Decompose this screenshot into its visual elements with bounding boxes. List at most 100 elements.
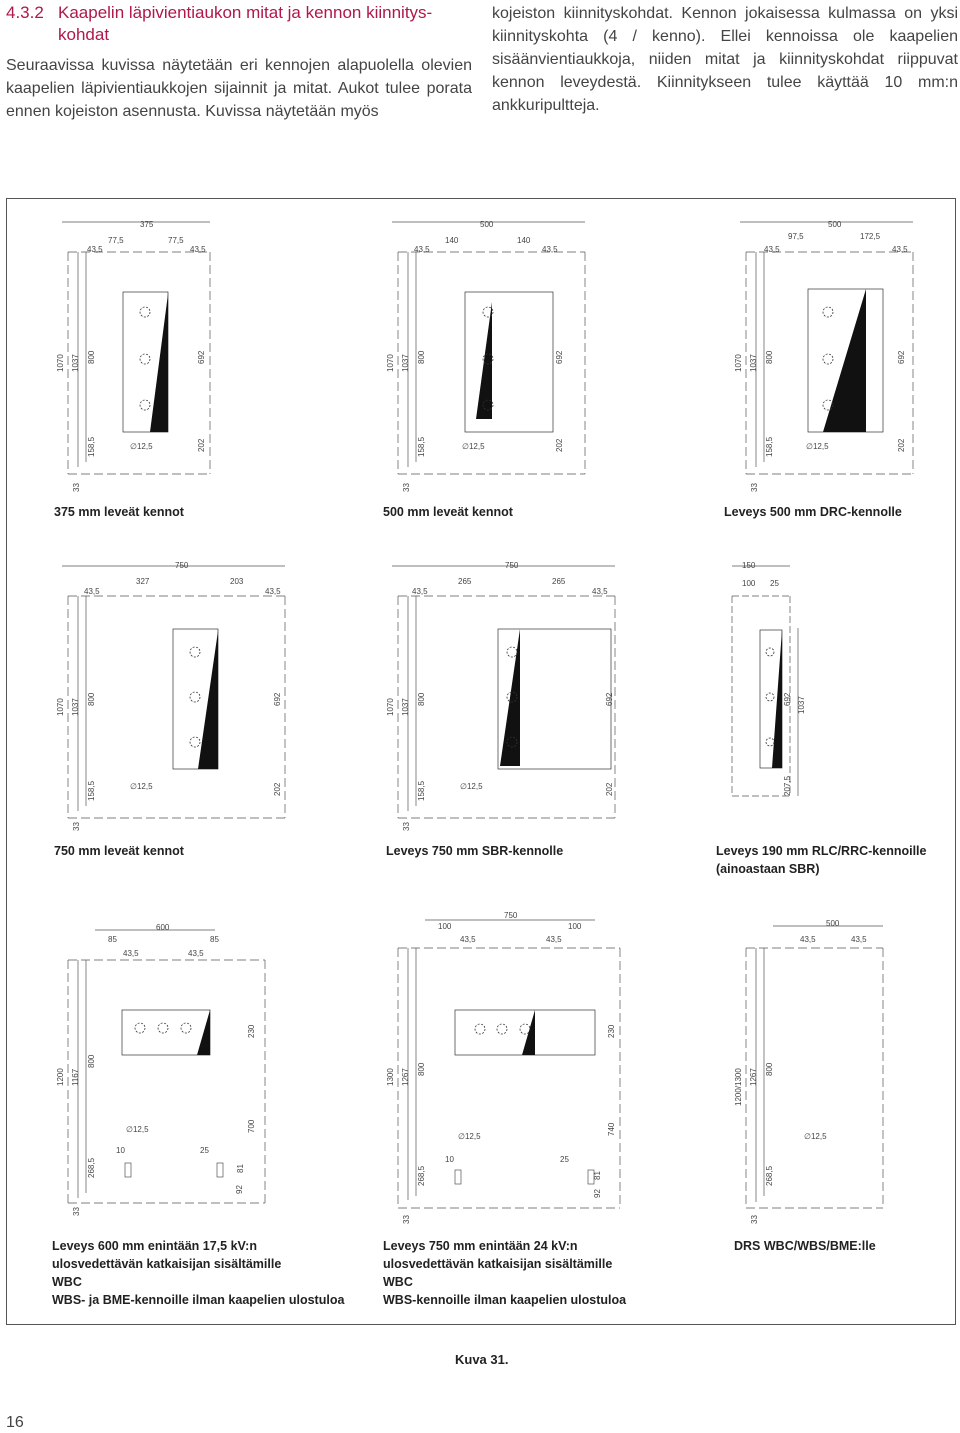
dim-265-b: 265	[552, 577, 566, 586]
dim-width-750: 750	[505, 561, 519, 570]
dim-202: 202	[273, 782, 282, 796]
dim-692: 692	[783, 692, 792, 706]
dim-width-500: 500	[826, 919, 840, 928]
dim-158-5: 158,5	[417, 436, 426, 457]
dim-25: 25	[770, 579, 779, 588]
dim-1267: 1267	[749, 1068, 758, 1086]
figure-label: Kuva 31.	[455, 1352, 509, 1367]
dim-43-5-a: 43,5	[764, 245, 780, 254]
dim-692: 692	[605, 692, 614, 706]
hole-label: ∅12,5	[458, 1132, 481, 1141]
dim-100: 100	[742, 579, 756, 588]
dim-width-500: 500	[480, 220, 494, 229]
dim-43-5-a: 43,5	[123, 949, 139, 958]
figure-frame	[6, 198, 956, 1325]
dim-1037: 1037	[71, 354, 80, 372]
dim-158-5: 158,5	[87, 436, 96, 457]
dim-203: 203	[230, 577, 244, 586]
caption-750: 750 mm leveät kennot	[54, 844, 184, 858]
dim-800: 800	[87, 1054, 96, 1068]
drawing-750-sbr-svg: 750 265 265 43,5 43,5 1070 1037 800 692 …	[386, 561, 616, 831]
dim-1037: 1037	[797, 696, 806, 714]
section-heading: 4.3.2 Kaapelin läpivientiaukon mitat ja …	[6, 2, 472, 46]
dim-692: 692	[897, 350, 906, 364]
dim-1037: 1037	[71, 698, 80, 716]
section-title: Kaapelin läpivientiaukon mitat ja kennon…	[58, 3, 433, 44]
dim-800: 800	[417, 692, 426, 706]
dim-692: 692	[555, 350, 564, 364]
left-column: 4.3.2 Kaapelin läpivientiaukon mitat ja …	[6, 2, 472, 123]
hole-label: ∅12,5	[130, 442, 153, 451]
dim-43-5-a: 43,5	[84, 587, 100, 596]
dim-800: 800	[765, 1062, 774, 1076]
dim-width-150: 150	[742, 561, 756, 570]
dim-33: 33	[402, 1215, 411, 1224]
dim-140-b: 140	[517, 236, 531, 245]
drawing-750-sbr: 750 265 265 43,5 43,5 1070 1037 800 692 …	[380, 556, 630, 836]
caption-600: Leveys 600 mm enintään 17,5 kV:n ulosved…	[52, 1239, 345, 1307]
dim-158-5: 158,5	[765, 436, 774, 457]
dim-43-5-b: 43,5	[190, 245, 206, 254]
caption-500: 500 mm leveät kennot	[383, 505, 513, 519]
drawing-190-svg: 150 100 25 692 1037 207,5	[731, 561, 806, 797]
dim-43-5-a: 43,5	[412, 587, 428, 596]
dim-1167: 1167	[71, 1068, 80, 1086]
hole-label: ∅12,5	[460, 782, 483, 791]
dim-width-750: 750	[175, 561, 189, 570]
drawing-500-drc: 500 97,5 172,5 43,5 43,5 1070 1037 800 6…	[728, 212, 928, 492]
dim-202: 202	[197, 438, 206, 452]
dim-97-5: 97,5	[788, 232, 804, 241]
dim-230: 230	[607, 1024, 616, 1038]
dim-25: 25	[560, 1155, 569, 1164]
dim-43-5-b: 43,5	[546, 935, 562, 944]
hole-label: ∅12,5	[806, 442, 829, 451]
dim-268-5: 268,5	[87, 1157, 96, 1178]
drawing-750-svg: 750 327 203 43,5 43,5 1070 1037 800 692 …	[56, 561, 286, 831]
dim-33: 33	[72, 483, 81, 492]
dim-207-5: 207,5	[783, 775, 792, 796]
dim-33: 33	[72, 822, 81, 831]
dim-43-5-b: 43,5	[592, 587, 608, 596]
dim-1070: 1070	[386, 698, 395, 716]
dim-800: 800	[87, 350, 96, 364]
caption-750-24kv: Leveys 750 mm enintään 24 kV:n ulosvedet…	[383, 1239, 627, 1307]
dim-81: 81	[236, 1164, 245, 1173]
dim-33: 33	[402, 822, 411, 831]
dim-85-b: 85	[210, 935, 219, 944]
dim-33: 33	[750, 483, 759, 492]
dim-10: 10	[445, 1155, 454, 1164]
dim-43-5-a: 43,5	[414, 245, 430, 254]
dim-width-375: 375	[140, 220, 154, 229]
dim-1300: 1300	[386, 1068, 395, 1086]
drawing-375-svg: 375 77,5 77,5 43,5 43,5 1070 1037 800 69…	[56, 220, 211, 492]
dim-700: 700	[247, 1119, 256, 1133]
dim-740: 740	[607, 1122, 616, 1136]
caption-190: Leveys 190 mm RLC/RRC-kennoille (ainoast…	[716, 844, 927, 876]
section-number: 4.3.2	[6, 3, 44, 22]
dim-1037: 1037	[401, 698, 410, 716]
dim-1070: 1070	[734, 354, 743, 372]
dim-77-5-a: 77,5	[108, 236, 124, 245]
drawing-drs-svg: 500 43,5 43,5 1200/1300 1267 800 268,5 3…	[734, 919, 884, 1224]
dim-158-5: 158,5	[417, 780, 426, 801]
dim-43-5-b: 43,5	[265, 587, 281, 596]
drawing-drs: 500 43,5 43,5 1200/1300 1267 800 268,5 3…	[728, 914, 908, 1229]
dim-265-a: 265	[458, 577, 472, 586]
dim-33: 33	[402, 483, 411, 492]
dim-800: 800	[417, 1062, 426, 1076]
dim-100-b: 100	[568, 922, 582, 931]
dim-202: 202	[605, 782, 614, 796]
dim-158-5: 158,5	[87, 780, 96, 801]
dim-92: 92	[235, 1185, 244, 1194]
dim-33: 33	[750, 1215, 759, 1224]
hole-label: ∅12,5	[804, 1132, 827, 1141]
dim-92: 92	[593, 1189, 602, 1198]
dim-43-5-b: 43,5	[188, 949, 204, 958]
dim-81: 81	[593, 1171, 602, 1180]
hole-label: ∅12,5	[462, 442, 485, 451]
drawing-500: 500 140 140 43,5 43,5 1070 1037 800 692 …	[380, 212, 600, 492]
dim-width-750: 750	[504, 911, 518, 920]
hole-label: ∅12,5	[130, 782, 153, 791]
drawing-750-24kv: 750 100 100 43,5 43,5 1300 1267 800 230 …	[380, 908, 630, 1228]
dim-692: 692	[197, 350, 206, 364]
